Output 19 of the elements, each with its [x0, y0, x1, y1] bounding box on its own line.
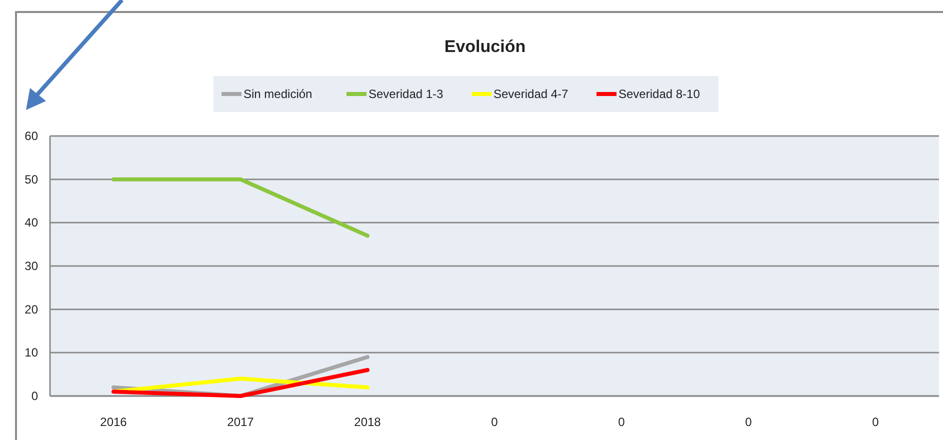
x-tick-label: 2016 [100, 415, 128, 429]
y-tick-label: 0 [31, 389, 38, 403]
x-tick-label: 2018 [354, 415, 382, 429]
x-tick-label: 0 [491, 415, 498, 429]
x-tick-label: 2017 [227, 415, 254, 429]
chart-title: Evolución [444, 37, 526, 56]
legend-label: Severidad 8-10 [618, 87, 700, 101]
legend-label: Severidad 4-7 [494, 87, 569, 101]
legend-label: Severidad 1-3 [368, 87, 444, 101]
y-tick-label: 60 [24, 129, 38, 143]
legend-label: Sin medición [244, 87, 312, 101]
y-tick-label: 30 [24, 259, 38, 273]
y-tick-label: 50 [24, 172, 38, 186]
x-tick-label: 0 [872, 415, 880, 429]
y-tick-label: 20 [24, 302, 38, 316]
y-tick-label: 10 [24, 346, 38, 360]
x-tick-label: 0 [618, 415, 626, 429]
x-tick-label: 0 [745, 415, 752, 429]
y-tick-label: 40 [24, 216, 38, 230]
